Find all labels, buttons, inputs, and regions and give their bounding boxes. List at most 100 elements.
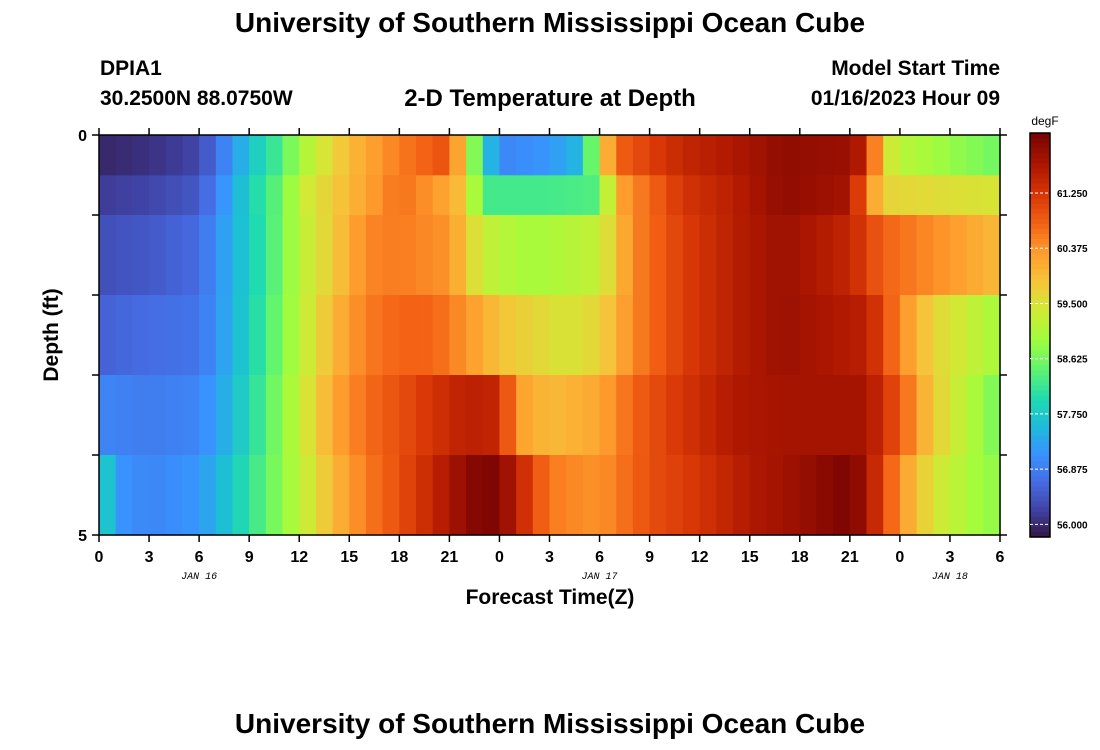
heatmap-cell [682,135,701,176]
heatmap-cell [282,375,300,456]
heatmap-cell [549,375,567,456]
colorbar-tick-label: 57.750 [1057,410,1088,421]
heatmap-cell [682,455,701,535]
colorbar-segment [1030,133,1050,139]
heatmap-cell [983,215,1001,296]
heatmap-cell [632,295,651,376]
heatmap-cell [933,295,951,376]
heatmap-cell [149,295,167,376]
heatmap-cell [933,375,951,456]
heatmap-cell [132,455,150,535]
model-start-value: 01/16/2023 Hour 09 [810,87,1000,110]
heatmap-cell [549,135,567,176]
heatmap-cell [499,295,517,376]
heatmap-cell [566,135,584,176]
heatmap-cell [332,295,350,376]
heatmap-cell [232,295,250,376]
date-label: JAN 17 [582,572,618,583]
heatmap-cell [399,375,417,456]
colorbar-unit: degF [1031,114,1058,128]
heatmap-cell [866,295,884,376]
colorbar-segment [1030,319,1050,326]
colorbar-segment [1030,471,1050,477]
heatmap-cell [699,215,717,296]
y-axis-label: Depth (ft) [40,288,63,381]
heatmap-cell [733,135,751,176]
colorbar-segment [1030,178,1050,185]
heatmap-cell [716,375,734,456]
x-tick-label: 12 [290,549,308,566]
heatmap-cell [549,295,567,376]
colorbar-segment [1030,400,1050,407]
colorbar-segment [1030,208,1050,215]
heatmap-cell [99,135,117,176]
heatmap-cell [816,295,834,376]
heatmap-cell [99,215,117,296]
heatmap-cell [699,455,717,535]
heatmap-cell [466,215,484,296]
heatmap-cell [516,455,534,535]
heatmap-cell [332,375,350,456]
colorbar-tick-label: 56.875 [1057,465,1088,476]
colorbar-segment [1030,441,1050,447]
colorbar-segment [1030,405,1050,412]
heatmap-cell [649,215,667,296]
heatmap-cell [99,295,117,376]
x-tick-label: 18 [791,549,809,566]
heatmap-cell [566,375,584,456]
heatmap-cell [382,295,400,376]
y-axis-ticks: 05 [78,128,1007,545]
heatmap-cell [716,455,734,535]
x-tick-label: 21 [440,549,458,566]
heatmap-cell [749,215,768,296]
heatmap-cell [115,375,133,456]
colorbar-segment [1030,375,1050,382]
heatmap-cell [949,375,968,456]
heatmap-cell [666,455,684,535]
heatmap-cell [682,295,701,376]
heatmap-cell [416,135,434,176]
heatmap-cell [966,295,984,376]
x-tick-label: 0 [495,549,504,566]
heatmap-cell [766,135,784,176]
heatmap-cell [799,375,818,456]
heatmap-cell [449,295,467,376]
heatmap-cell [449,135,467,176]
heatmap-cell [516,375,534,456]
heatmap-cell [983,375,1001,456]
heatmap-cell [416,295,434,376]
heatmap-cell [215,215,234,296]
colorbar-tick-label: 59.500 [1057,299,1088,310]
heatmap-cell [199,375,217,456]
x-tick-label: 3 [145,549,154,566]
heatmap-cell [949,295,968,376]
colorbar-tick-label: 60.375 [1057,244,1088,255]
colorbar-segment [1030,138,1050,144]
colorbar-segment [1030,254,1050,260]
heatmap-cell [149,135,167,176]
heatmap-cell [349,375,367,456]
heatmap-cell [299,295,317,376]
heatmap-cell [149,215,167,296]
colorbar-segment [1030,218,1050,225]
heatmap-cell [265,215,284,296]
heatmap-cell [983,135,1001,176]
heatmap-cell [866,135,884,176]
colorbar-segment [1030,350,1050,356]
heatmap-cell [966,135,984,176]
heatmap-cell [783,455,801,535]
heatmap-cell [182,135,200,176]
heatmap-cell [382,375,400,456]
colorbar-segment [1030,501,1050,508]
x-tick-label: 9 [645,549,654,566]
colorbar-segment [1030,223,1050,230]
heatmap-cell [582,375,601,456]
colorbar-segment [1030,309,1050,316]
colorbar-segment [1030,461,1050,467]
heatmap-cell [766,375,784,456]
heatmap-cell [632,215,651,296]
colorbar-segment [1030,481,1050,488]
model-start-label: Model Start Time [831,57,1000,80]
heatmap-cell [199,295,217,376]
heatmap-cell [332,135,350,176]
